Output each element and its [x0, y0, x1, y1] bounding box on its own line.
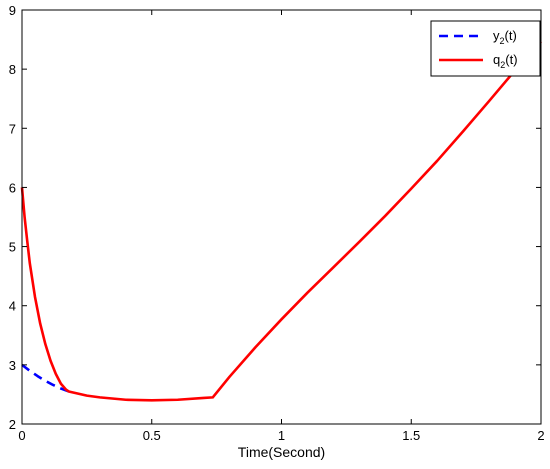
y-tick-label: 6 — [9, 180, 16, 195]
x-tick-label: 0.5 — [143, 428, 161, 443]
y-tick-label: 5 — [9, 240, 16, 255]
legend: y2(t) q2(t) — [430, 20, 541, 77]
x-tick-label: 1 — [278, 428, 285, 443]
x-tick-label: 1.5 — [402, 428, 420, 443]
series-layer — [20, 40, 542, 402]
series-line-q2 — [20, 40, 542, 402]
y-tick-label: 2 — [9, 417, 16, 432]
y-tick-label: 8 — [9, 62, 16, 77]
legend-box — [430, 20, 541, 77]
series-line-y2 — [21, 363, 70, 393]
y-tick-label: 3 — [9, 358, 16, 373]
legend-entry-label: q2(t) — [493, 52, 518, 70]
x-tick-label: 2 — [537, 428, 544, 443]
y-tick-label: 7 — [9, 121, 16, 136]
x-axis-label: Time(Second) — [238, 444, 325, 460]
x-tick-label: 0 — [18, 428, 25, 443]
legend-entry-label: y2(t) — [493, 28, 517, 46]
y-tick-label: 4 — [9, 299, 16, 314]
y-tick-label: 9 — [9, 3, 16, 18]
ticks-layer: 0 0.5 1 1.5 2 2 3 4 5 6 7 8 9 — [9, 3, 545, 443]
